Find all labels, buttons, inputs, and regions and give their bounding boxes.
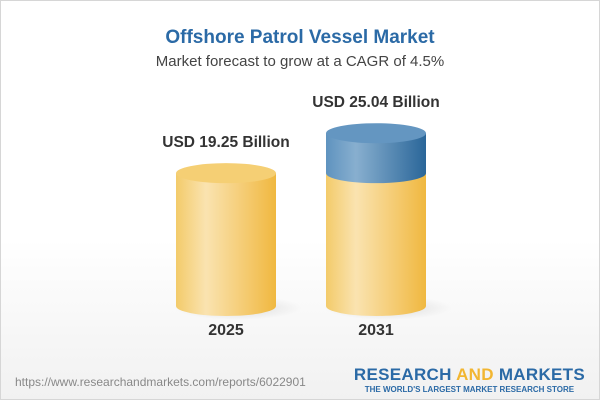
source-url[interactable]: https://www.researchandmarkets.com/repor…	[15, 375, 306, 389]
data-label: USD 25.04 Billion	[312, 94, 439, 111]
bar-top	[176, 163, 276, 184]
logo-text-and: AND	[456, 365, 494, 384]
data-label: USD 19.25 Billion	[162, 134, 289, 151]
bar-base-2025	[176, 173, 276, 316]
bar-top	[326, 123, 426, 144]
x-tick-label: 2025	[208, 322, 244, 339]
logo-text: MARKETS	[493, 365, 585, 384]
chart-title: Offshore Patrol Vessel Market	[165, 27, 435, 48]
bar-base-2031	[326, 173, 426, 316]
x-tick-label: 2031	[358, 322, 394, 339]
research-and-markets-logo: RESEARCH AND MARKETS THE WORLD'S LARGEST…	[354, 366, 585, 396]
logo-tagline: THE WORLD'S LARGEST MARKET RESEARCH STOR…	[364, 385, 575, 394]
bar-growth-2031	[326, 133, 426, 184]
logo-text: RESEARCH	[353, 365, 457, 384]
chart-subtitle: Market forecast to grow at a CAGR of 4.5…	[155, 53, 445, 70]
